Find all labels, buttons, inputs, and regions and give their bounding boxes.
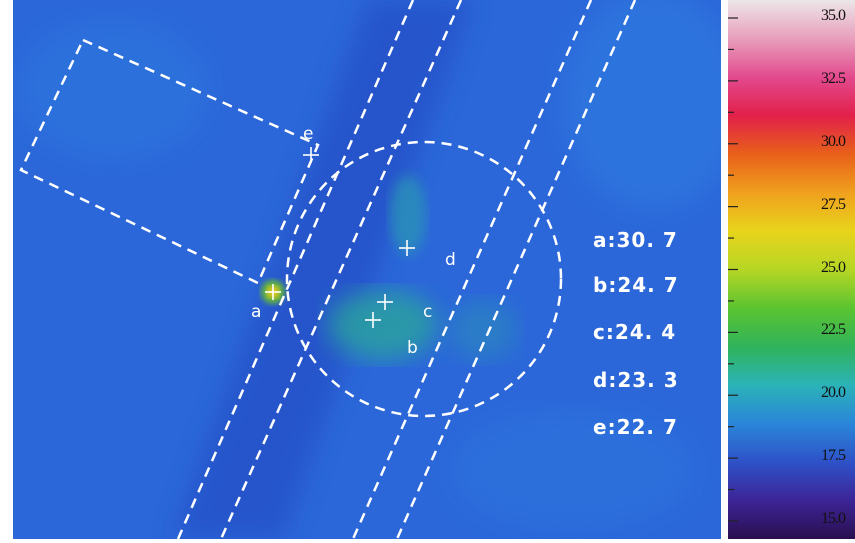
belt-line-3	[351, 0, 593, 539]
point-label-e: e	[303, 124, 314, 144]
readout-b: b:24. 7	[593, 273, 679, 297]
readout-d: d:23. 3	[593, 368, 679, 392]
warm-patch-b	[328, 290, 438, 360]
warm-patch-right	[448, 300, 518, 360]
marker-a	[265, 284, 281, 300]
warm-area-left	[18, 20, 208, 160]
warm-patch-d	[390, 175, 426, 255]
thermal-scene	[13, 0, 721, 539]
scale-tick-marks	[728, 17, 738, 522]
point-label-c: c	[423, 302, 433, 322]
readout-e: e:22. 7	[593, 415, 678, 439]
scale-tick-label: 32.5	[821, 69, 846, 87]
marker-d	[399, 240, 415, 256]
readout-c: c:24. 4	[593, 320, 677, 344]
roi-circle	[285, 140, 563, 418]
scale-tick-label: 15.0	[821, 510, 846, 527]
point-label-b: b	[407, 338, 418, 358]
belt-line-2	[219, 0, 463, 539]
belt-line-4	[395, 0, 637, 539]
point-label-a: a	[251, 302, 262, 322]
marker-c	[377, 294, 393, 310]
thermal-image: a b c d e a:30. 7 b:24. 7 c:24. 4 d:23. …	[13, 0, 721, 539]
belt-line-1	[176, 0, 415, 539]
scale-tick-label: 35.0	[821, 7, 846, 24]
scale-tick-label: 20.0	[821, 384, 846, 402]
scale-gradient	[728, 0, 855, 539]
warm-area-right	[563, 0, 721, 210]
temperature-scale-bar: 35.0 32.5 30.0 27.5 25.0 22.5 20.0 17.5 15.0	[728, 0, 855, 539]
warm-area-bottom	[453, 410, 693, 530]
scale-tick-label: 25.0	[821, 258, 846, 276]
point-label-d: d	[445, 250, 456, 270]
readout-a: a:30. 7	[593, 228, 678, 252]
scale-gradient-rect	[728, 0, 855, 539]
scale-tick-label: 17.5	[821, 447, 846, 465]
cool-strip	[173, 0, 473, 539]
marker-e	[303, 147, 319, 163]
scale-tick-label: 30.0	[821, 132, 846, 150]
marker-b	[365, 312, 381, 328]
scale-tick-label: 27.5	[821, 195, 846, 213]
roi-rectangle	[19, 38, 320, 285]
scale-tick-label: 22.5	[821, 321, 846, 339]
